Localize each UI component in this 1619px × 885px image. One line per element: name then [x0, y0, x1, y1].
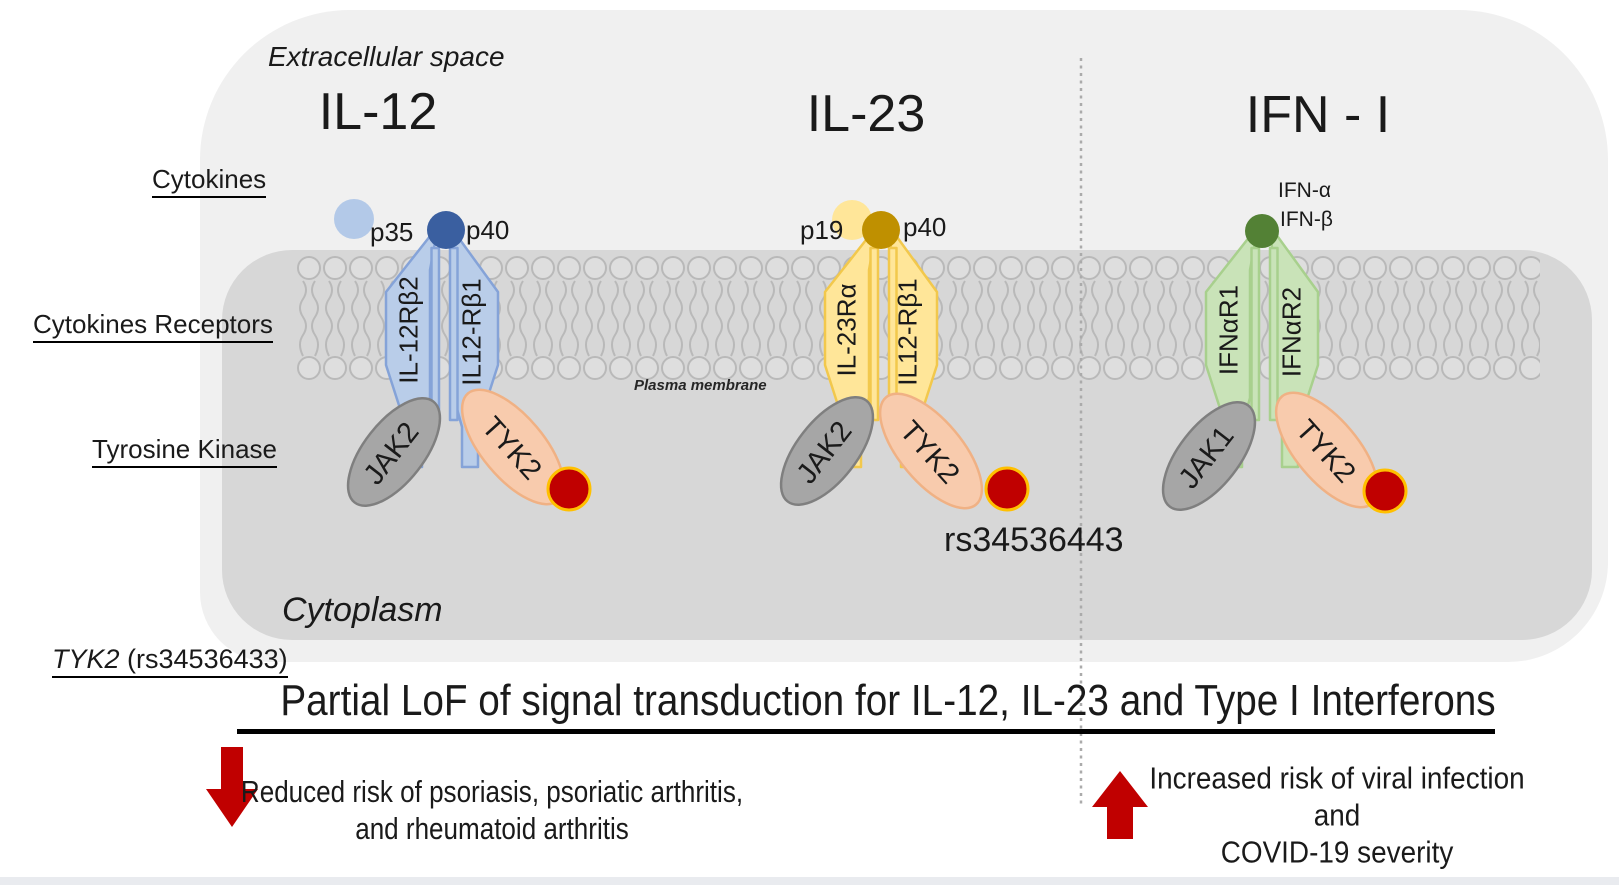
p35-label: p35: [370, 217, 414, 247]
increased-risk-line3: COVID-19 severity: [1220, 834, 1454, 870]
p19-label: p19: [800, 215, 844, 245]
il23ra-receptor-label: IL-23Rα: [831, 283, 862, 377]
cytoplasm-label: Cytoplasm: [282, 591, 443, 629]
increase-arrow-icon: [1092, 771, 1148, 839]
il12rb2-receptor-label: IL-12Rβ2: [393, 276, 424, 384]
increased-risk-line1: Increased risk of viral infection: [1149, 760, 1525, 796]
ifnar1-receptor-label: IFNαR1: [1213, 284, 1244, 376]
tyk2-phospho-site: [546, 466, 592, 512]
ifn-beta-label: IFN-β: [1280, 208, 1333, 231]
extracellular-space-label: Extracellular space: [268, 41, 505, 72]
ifnar2-receptor-label: IFNαR2: [1276, 286, 1307, 378]
lof-headline: Partial LoF of signal transduction for I…: [280, 676, 1496, 725]
receptor-stalk: [1250, 246, 1261, 422]
jak1-ellipse: [1161, 401, 1257, 511]
tyk2-phospho-site: [1362, 468, 1408, 514]
kinases: [346, 388, 1408, 514]
ifn-pathway-title: IFN - I: [1245, 86, 1391, 144]
il12rb1-receptor-label: IL12-Rβ1: [456, 278, 487, 386]
rs34536443-annotation: rs34536443: [944, 521, 1124, 559]
il12-pathway-title: IL-12: [318, 83, 438, 141]
p40-subunit-circle: [862, 211, 900, 249]
cytokine-receptors-row-label: Cytokines Receptors: [33, 309, 273, 343]
increased-risk-outcome: Increased risk of viral infection and CO…: [1149, 760, 1524, 871]
reduced-risk-line2: and rheumatoid arthritis: [355, 811, 629, 846]
headline-underline: [237, 729, 1495, 734]
tyrosine-kinase-row-label: Tyrosine Kinase: [92, 434, 277, 468]
tyk2-variant-note: TYK2 (rs34536433): [52, 644, 288, 678]
decrease-arrow-icon: [206, 747, 258, 827]
p40-subunit-circle: [427, 211, 465, 249]
receptor-stalk: [1268, 246, 1279, 422]
increased-risk-line2: and: [1313, 797, 1361, 833]
ifn-alpha-label: IFN-α: [1278, 179, 1331, 202]
ifn-cytokine-circle: [1245, 214, 1279, 248]
jak2-ellipse: [779, 396, 875, 506]
reduced-risk-outcome: Reduced risk of psoriasis, psoriatic art…: [241, 773, 743, 847]
slide-edge-strip: [0, 877, 1619, 885]
cytokines-row-label: Cytokines: [152, 164, 267, 198]
tyk2-ellipse: [878, 392, 984, 510]
tyk2-phospho-site: [984, 466, 1030, 512]
tyk2-rs-number: (rs34536433): [119, 644, 288, 674]
receptor-stalk: [430, 246, 441, 422]
il23-pathway-title: IL-23: [806, 85, 926, 143]
il12rb1-receptor-label: IL12-Rβ1: [892, 278, 923, 386]
jak2-ellipse: [346, 397, 442, 507]
tyk2-gene-name: TYK2: [52, 644, 120, 674]
plasma-membrane-label: Plasma membrane: [634, 377, 767, 394]
p40-label: p40: [466, 215, 510, 245]
p35-subunit-circle: [334, 199, 374, 239]
receptor-stalk: [869, 246, 880, 422]
p40-label: p40: [903, 212, 947, 242]
receptor-stalk: [448, 246, 459, 422]
reduced-risk-line1: Reduced risk of psoriasis, psoriatic art…: [240, 774, 744, 809]
